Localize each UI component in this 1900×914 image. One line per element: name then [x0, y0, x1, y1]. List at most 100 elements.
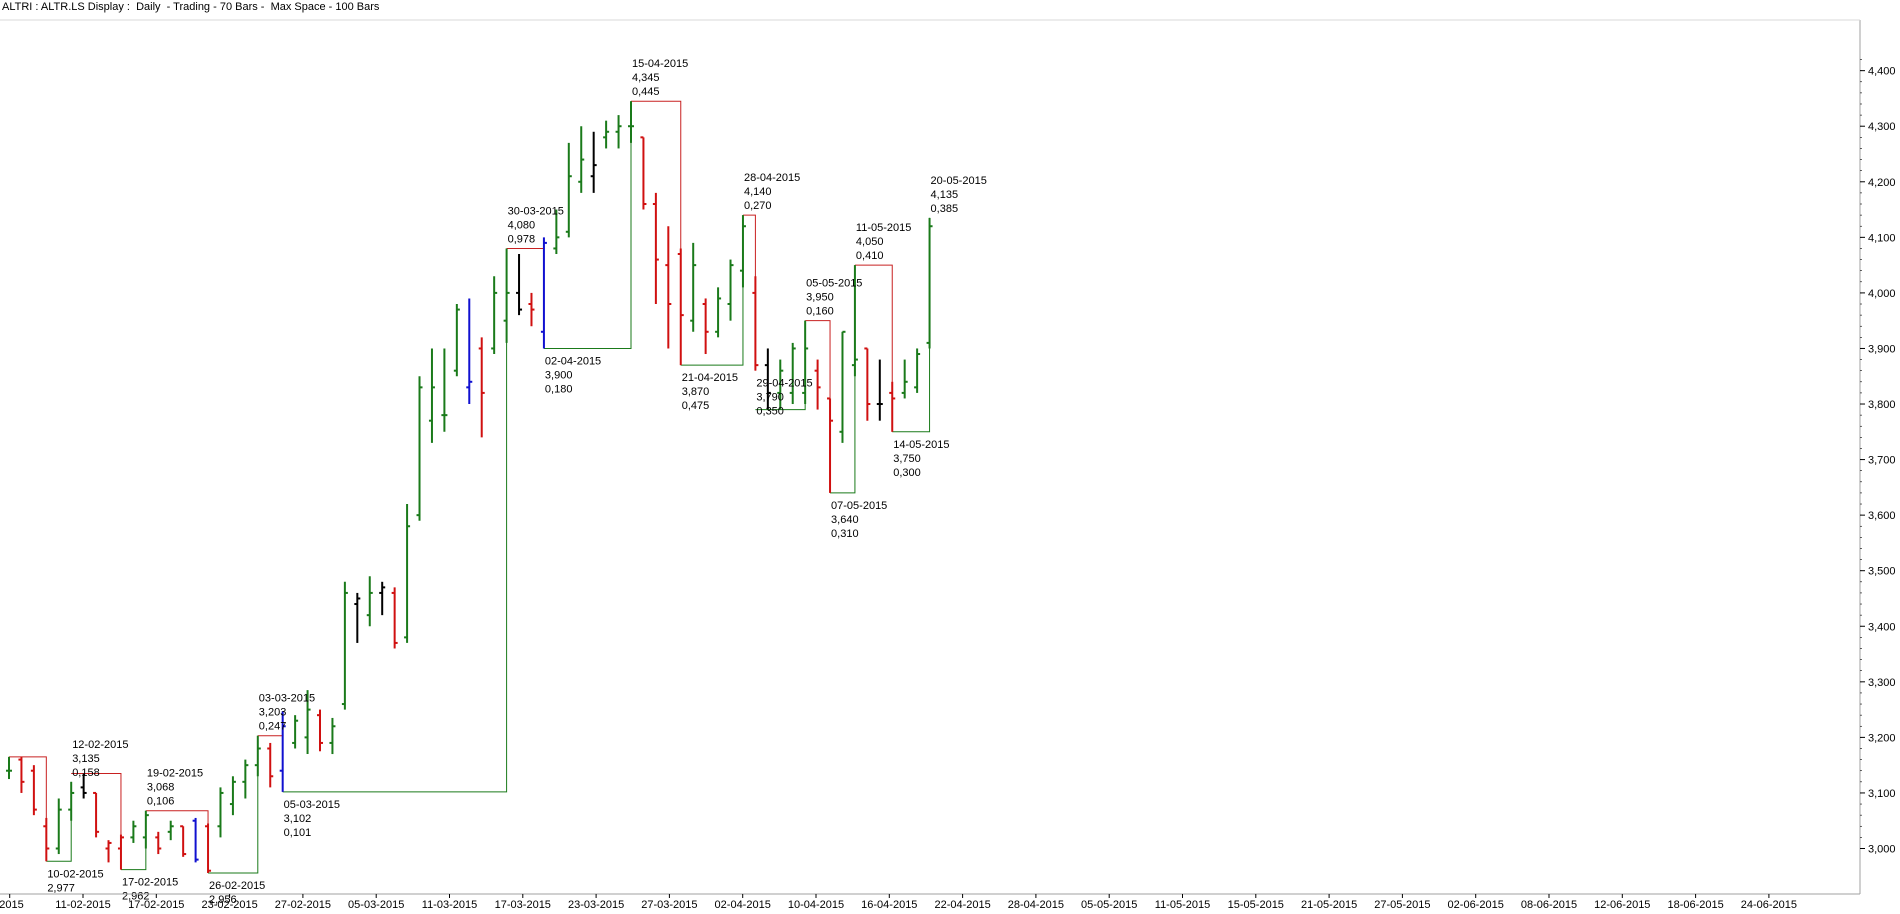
annotation-line: 0,180 [545, 383, 573, 395]
ohlc-bar [466, 298, 473, 405]
annotation-line: 10-02-2015 [47, 868, 103, 880]
swing-annotation: 03-03-2015 3,203 0,247 [259, 693, 315, 733]
x-tick-label: 27-02-2015 [275, 899, 331, 911]
ohlc-bar [491, 276, 498, 355]
swing-annotation: 29-04-2015 3,790 0,350 [756, 378, 812, 418]
ohlc-bar [192, 817, 199, 863]
ohlc-bar [665, 226, 672, 349]
y-tick-label: 3,000 [1868, 844, 1896, 856]
y-tick-label: 3,300 [1868, 677, 1896, 689]
annotation-line: 4,050 [856, 236, 884, 248]
x-tick-label: 16-04-2015 [861, 899, 917, 911]
swing-line [145, 810, 209, 873]
annotation-line: 4,140 [744, 186, 772, 198]
ohlc-bar [292, 715, 299, 749]
ohlc-bar [217, 787, 224, 838]
annotation-line: 0,160 [806, 306, 834, 318]
ohlc-bar [267, 742, 274, 788]
annotation-line: 0,410 [856, 250, 884, 262]
swing-annotation: 11-05-2015 4,050 0,410 [856, 222, 911, 262]
annotation-line: 17-02-2015 [122, 877, 178, 889]
x-tick-label: 02-06-2015 [1448, 899, 1504, 911]
ohlc-bar [901, 359, 908, 399]
annotation-line: 0,978 [508, 233, 536, 245]
ohlc-bar [839, 330, 846, 443]
annotation-line: 0,106 [147, 796, 175, 808]
x-tick-label: 28-04-2015 [1008, 899, 1064, 911]
ohlc-bar [528, 292, 535, 327]
ohlc-bar [478, 337, 485, 438]
annotation-line: 3,750 [893, 453, 921, 465]
y-tick-label: 3,500 [1868, 566, 1896, 578]
annotation-line: 02-04-2015 [545, 355, 601, 367]
annotation-line: 4,345 [632, 72, 660, 84]
ohlc-bar [142, 810, 149, 849]
x-tick-label: 05-05-2015 [1081, 899, 1137, 911]
ohlc-bar [565, 142, 572, 238]
y-tick-label: 3,200 [1868, 732, 1896, 744]
ohlc-bar [304, 690, 311, 755]
swing-annotation: 28-04-2015 4,140 0,270 [744, 172, 800, 212]
annotation-line: 12-02-2015 [72, 739, 128, 751]
annotation-line: 3,900 [545, 369, 573, 381]
annotation-line: 0,445 [632, 86, 660, 98]
annotation-line: 03-03-2015 [259, 693, 315, 705]
annotation-line: 3,102 [284, 813, 312, 825]
ohlc-bar [715, 287, 722, 338]
annotation-line: 0,101 [284, 827, 312, 839]
swing-annotation: 15-04-2015 4,345 0,445 [632, 58, 688, 98]
ohlc-bar [329, 717, 336, 755]
x-tick-label: -2015 [0, 899, 24, 911]
swing-annotation: 05-05-2015 3,950 0,160 [806, 278, 862, 318]
ohlc-bar [914, 348, 921, 393]
annotation-line: 26-02-2015 [209, 880, 265, 892]
annotation-line: 4,135 [931, 189, 959, 201]
ohlc-bar [702, 298, 709, 355]
x-tick-label: 02-04-2015 [715, 899, 771, 911]
ohlc-bar [690, 242, 697, 332]
y-tick-label: 3,800 [1868, 399, 1896, 411]
swing-annotation: 07-05-2015 3,640 0,310 [831, 500, 887, 540]
annotation-line: 3,640 [831, 514, 859, 526]
x-tick-label: 10-04-2015 [788, 899, 844, 911]
ohlc-bar [391, 587, 398, 649]
annotation-line: 3,870 [682, 386, 710, 398]
swing-annotation: 30-03-2015 4,080 0,978 [508, 205, 564, 245]
ohlc-bar [242, 759, 249, 799]
ohlc-bar [441, 348, 448, 432]
ohlc-bar [354, 592, 361, 643]
y-tick-label: 4,000 [1868, 288, 1896, 300]
annotation-line: 28-04-2015 [744, 172, 800, 184]
ohlc-bar [802, 320, 809, 405]
x-tick-label: 17-03-2015 [495, 899, 551, 911]
x-tick-label: 27-05-2015 [1374, 899, 1430, 911]
y-tick-label: 4,400 [1868, 66, 1896, 78]
annotation-line: 15-04-2015 [632, 58, 688, 70]
ohlc-bar [889, 381, 896, 432]
price-bars [6, 101, 933, 873]
ohlc-bar [677, 248, 684, 366]
annotation-line: 3,068 [147, 782, 175, 794]
ohlc-bar [764, 348, 771, 410]
ohlc-bar [453, 304, 460, 377]
swing-annotation: 10-02-2015 2,977 [47, 868, 103, 894]
ohlc-bar [628, 101, 634, 143]
ohlc-bar [777, 359, 784, 410]
ohlc-bar [30, 765, 37, 816]
swing-line [506, 247, 545, 349]
ohlc-bar [516, 254, 523, 316]
ohlc-bar [80, 773, 87, 799]
x-tick-label: 11-03-2015 [422, 899, 477, 911]
y-tick-label: 4,200 [1868, 177, 1896, 189]
ohlc-bar [205, 823, 212, 873]
annotation-line: 0,270 [744, 200, 772, 212]
ohlc-bar [864, 347, 871, 421]
x-tick-label: 05-03-2015 [348, 899, 404, 911]
ohlc-bar [640, 136, 647, 210]
ohlc-bar [827, 397, 834, 493]
annotation-line: 3,203 [259, 707, 287, 719]
y-tick-label: 4,300 [1868, 121, 1896, 133]
ohlc-bar [814, 359, 821, 410]
x-tick-label: 11-05-2015 [1155, 899, 1210, 911]
